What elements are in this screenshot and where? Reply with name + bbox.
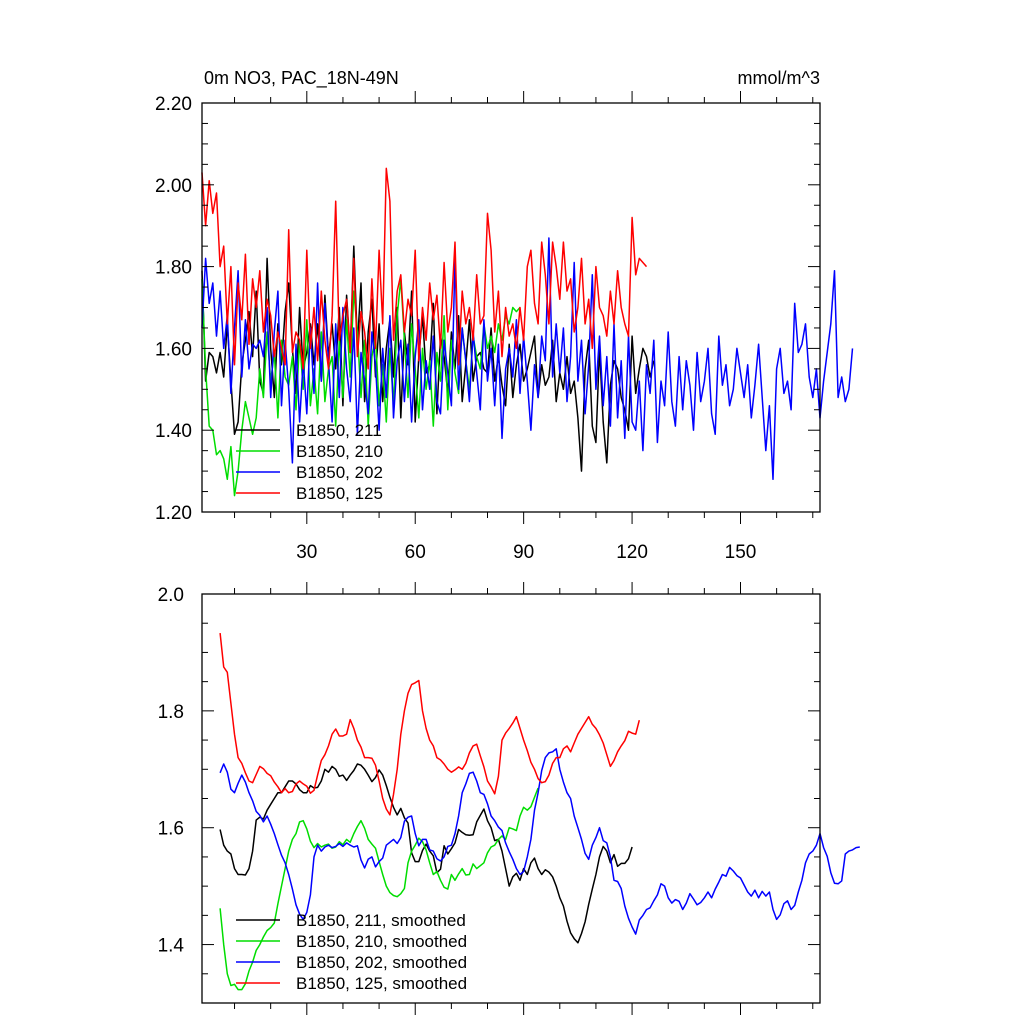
legend-label: B1850, 202 bbox=[296, 463, 383, 482]
y-tick-label: 2.0 bbox=[158, 585, 184, 606]
y-tick-label: 1.20 bbox=[155, 503, 192, 524]
units-label: mmol/m^3 bbox=[738, 68, 820, 88]
x-tick-label: 120 bbox=[616, 542, 648, 563]
y-tick-label: 1.8 bbox=[158, 702, 184, 723]
x-tick-label: 150 bbox=[725, 542, 757, 563]
y-tick-label: 1.4 bbox=[158, 936, 185, 957]
legend-label: B1850, 211, smoothed bbox=[296, 911, 466, 930]
legend-label: B1850, 125, smoothed bbox=[296, 974, 467, 993]
y-tick-label: 2.00 bbox=[155, 176, 192, 197]
y-tick-label: 2.20 bbox=[155, 94, 192, 115]
x-tick-label: 90 bbox=[513, 542, 534, 563]
legend-label: B1850, 211 bbox=[296, 421, 382, 440]
legend-label: B1850, 210, smoothed bbox=[296, 932, 467, 951]
series-line-4 bbox=[219, 633, 641, 816]
legend-label: B1850, 202, smoothed bbox=[296, 953, 467, 972]
series-line-1 bbox=[219, 763, 633, 944]
y-tick-label: 1.6 bbox=[158, 819, 184, 840]
y-tick-label: 1.80 bbox=[155, 258, 192, 279]
x-tick-label: 30 bbox=[296, 542, 317, 563]
legend-label: B1850, 210 bbox=[296, 442, 383, 461]
plot-frame bbox=[201, 593, 821, 1004]
bottom-panel: 1.4 1.6 1.8 2.0 B1850, 211, smoothed B1850, 2… bbox=[158, 582, 860, 1015]
chart-title: 0m NO3, PAC_18N-49N bbox=[204, 68, 399, 89]
y-tick-label: 1.60 bbox=[155, 339, 192, 360]
series-line-4 bbox=[201, 167, 648, 370]
series-line-3 bbox=[219, 748, 860, 935]
x-tick-label: 60 bbox=[405, 542, 426, 563]
y-tick-label: 1.40 bbox=[155, 421, 192, 442]
legend-label: B1850, 125 bbox=[296, 484, 383, 503]
plot-frame bbox=[201, 102, 821, 513]
top-panel: 1.20 1.40 1.60 1.80 2.00 2.20 30 60 90 120 150 0m N… bbox=[155, 68, 854, 563]
